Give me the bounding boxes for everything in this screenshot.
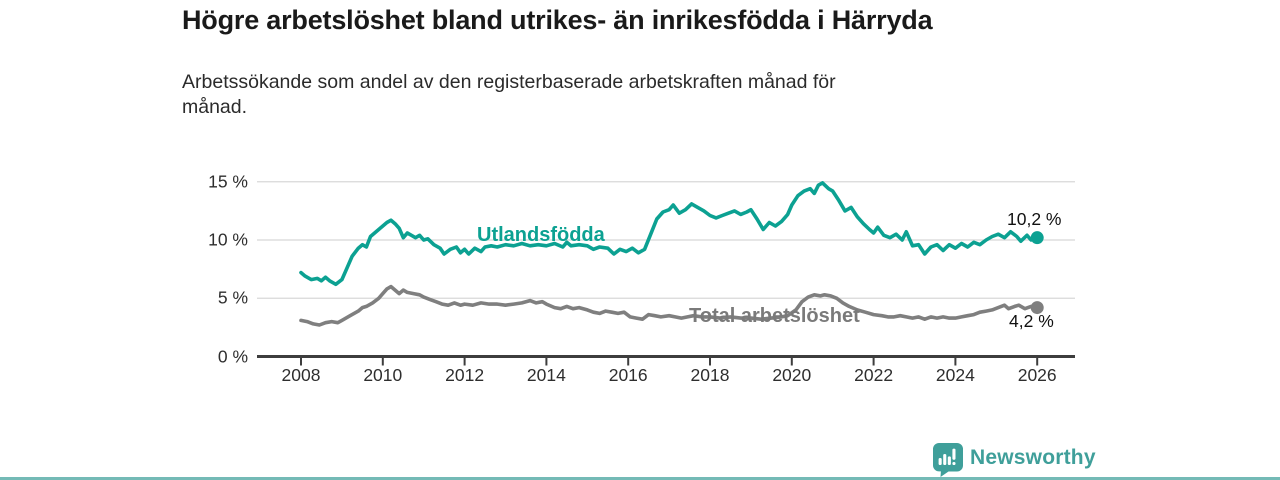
x-axis-tick-label: 2010 [363,365,403,385]
newsworthy-brand-name: Newsworthy [970,446,1096,469]
x-axis-tick-label: 2014 [526,365,566,385]
x-axis-tick-label: 2026 [1017,365,1057,385]
utlandsfodda-end-value-label: 10,2 % [1007,209,1062,229]
series-end-dot-0 [1030,231,1044,245]
y-axis-tick-label: 10 % [208,229,248,250]
x-axis-tick-label: 2020 [772,365,812,385]
x-axis-tick-label: 2008 [281,365,321,385]
x-axis-tick-label: 2022 [854,365,894,385]
total-end-value-label: 4,2 % [1009,311,1054,331]
subtitle-line-1: Arbetssökande som andel av den registerb… [182,71,836,93]
x-axis-tick-label: 2012 [445,365,485,385]
x-axis-tick-label: 2024 [935,365,975,385]
x-axis-tick-label: 2016 [608,365,648,385]
y-axis-tick-label: 15 % [208,171,248,192]
series-line-0 [299,181,1039,287]
series-line-1 [299,284,1039,327]
bottom-accent-strip [0,477,1280,480]
series-label-utlandsfodda: Utlandsfödda [477,224,605,246]
series-end-dot-1 [1030,301,1044,315]
chart-title: Högre arbetslöshet bland utrikes- än inr… [182,5,933,35]
y-axis-tick-label: 5 % [217,287,248,308]
newsworthy-logo-icon [933,443,963,477]
series-label-total-arbetsloshet: Total arbetslöshet [689,305,860,327]
chart-subtitle: Arbetssökande som andel av den registerb… [182,70,1082,120]
y-axis-tick-label: 0 % [217,346,248,366]
x-axis-tick-label: 2018 [690,365,730,385]
subtitle-line-2: månad. [182,96,248,118]
